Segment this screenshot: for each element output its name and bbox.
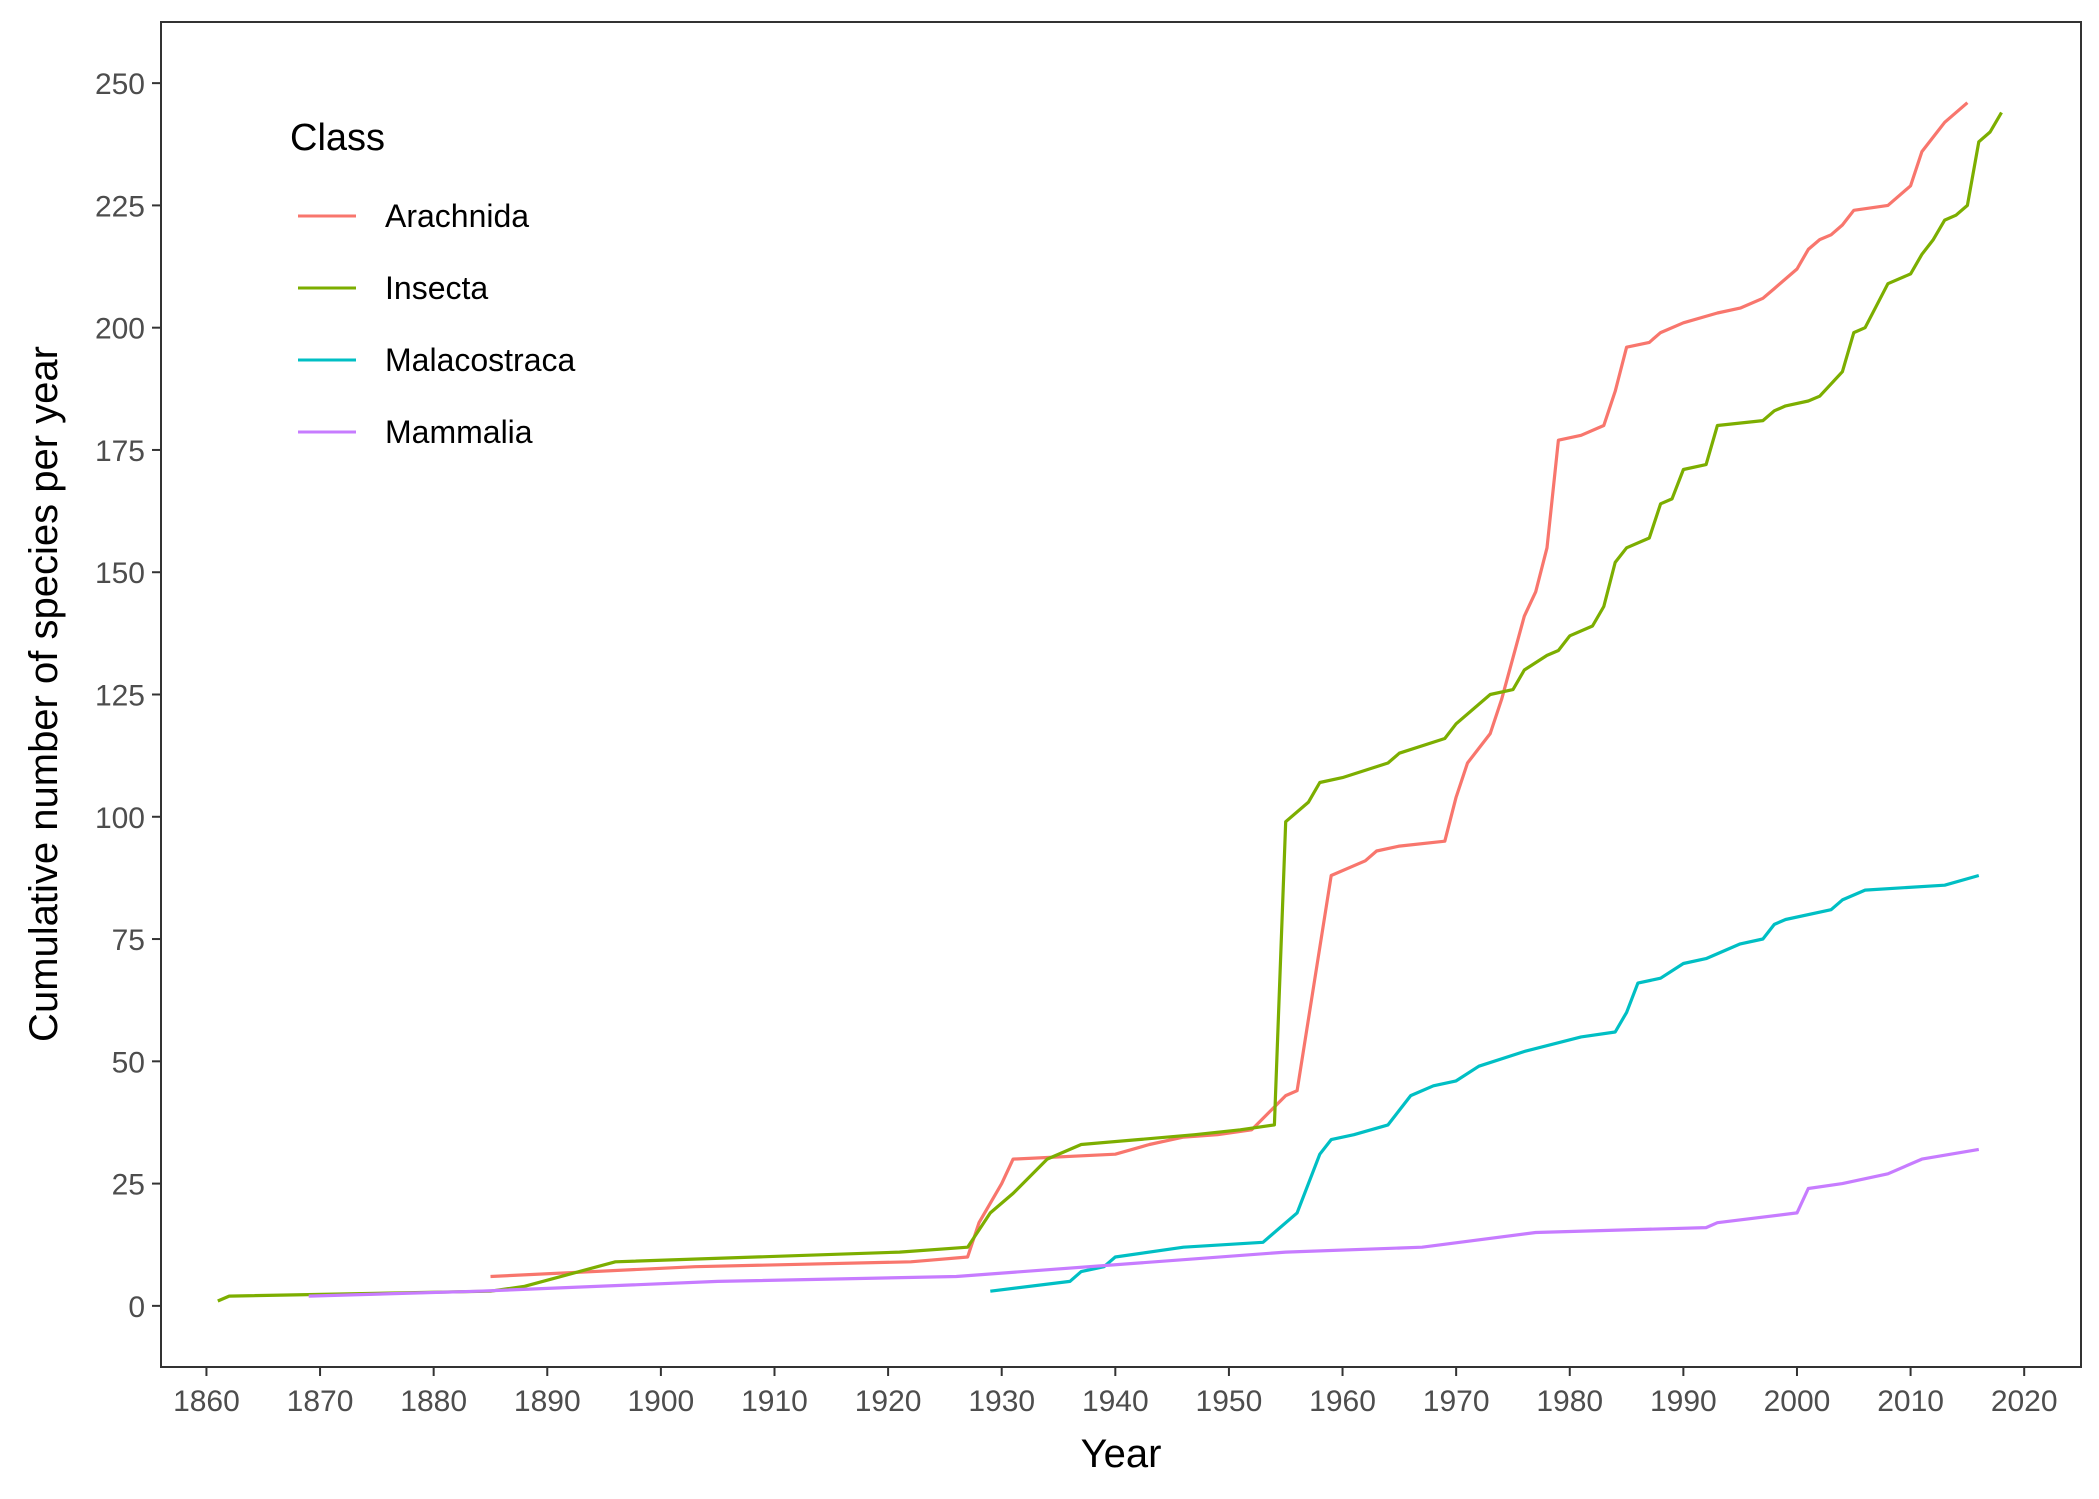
series-line-mammalia (308, 1147, 1980, 1298)
x-tick-label: 1990 (1650, 1385, 1717, 1418)
y-tick-label: 200 (95, 313, 145, 346)
x-axis: 1860 1870 1880 1890 1900 1910 1920 1930 1940 1950… (173, 1367, 2058, 1418)
x-tick-label: 1910 (741, 1385, 808, 1418)
x-tick-label: 1890 (514, 1385, 581, 1418)
series-line-arachnida (490, 101, 1969, 1279)
x-tick-label: 2020 (1991, 1385, 2058, 1418)
x-tick-label: 1940 (1082, 1385, 1149, 1418)
y-tick-label: 225 (95, 190, 145, 223)
y-tick-label: 125 (95, 680, 145, 713)
x-tick-label: 2010 (1877, 1385, 1944, 1418)
y-axis-title: Cumulative number of species per year (22, 346, 66, 1042)
y-tick-label: 100 (95, 802, 145, 835)
y-tick-label: 0 (128, 1291, 145, 1324)
legend-label-arachnida: Arachnida (385, 198, 529, 234)
y-axis: 0 25 50 75 100 125 150 175 200 225 250 (95, 68, 161, 1324)
legend-title: Class (290, 117, 385, 159)
y-tick-label: 25 (112, 1169, 145, 1202)
x-tick-label: 1980 (1536, 1385, 1603, 1418)
x-tick-label: 1950 (1196, 1385, 1263, 1418)
x-tick-label: 1970 (1423, 1385, 1490, 1418)
y-tick-label: 150 (95, 557, 145, 590)
y-tick-label: 175 (95, 435, 145, 468)
series-line-insecta (217, 111, 2003, 1303)
x-tick-label: 1900 (628, 1385, 695, 1418)
legend: Class Arachnida Insecta Malacostraca Mam… (290, 117, 576, 450)
legend-label-mammalia: Mammalia (385, 414, 533, 450)
y-tick-label: 250 (95, 68, 145, 101)
x-tick-label: 1960 (1309, 1385, 1376, 1418)
x-tick-label: 1930 (968, 1385, 1035, 1418)
series-lines (217, 101, 2003, 1303)
y-tick-label: 50 (112, 1046, 145, 1079)
x-tick-label: 1920 (855, 1385, 922, 1418)
x-tick-label: 1880 (400, 1385, 467, 1418)
legend-label-insecta: Insecta (385, 270, 488, 306)
legend-label-malacostraca: Malacostraca (385, 342, 576, 378)
plot-panel-border (160, 21, 2082, 1368)
x-tick-label: 2000 (1764, 1385, 1831, 1418)
x-tick-label: 1870 (287, 1385, 354, 1418)
y-tick-label: 75 (112, 924, 145, 957)
x-axis-title: Year (1081, 1432, 1162, 1476)
x-tick-label: 1860 (173, 1385, 240, 1418)
series-line-malacostraca (990, 873, 1980, 1293)
